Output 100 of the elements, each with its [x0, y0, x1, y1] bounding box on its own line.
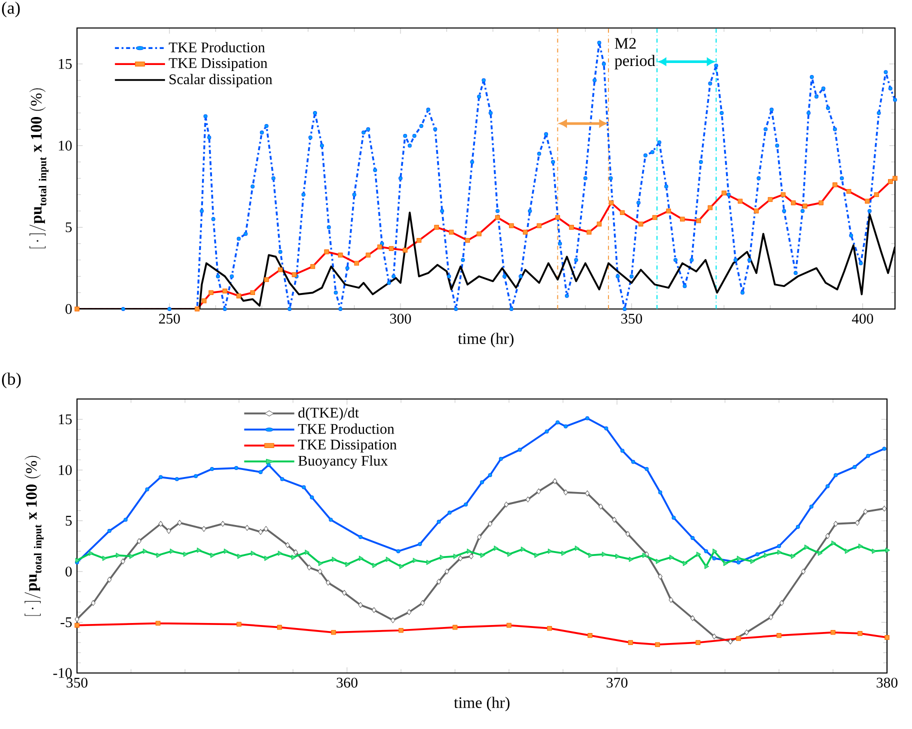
- point: [658, 574, 662, 580]
- point: [779, 600, 784, 606]
- point: [468, 553, 474, 560]
- x-tick-label: 350: [66, 678, 88, 688]
- point: [258, 529, 263, 535]
- point: [556, 420, 560, 424]
- point: [620, 448, 624, 453]
- point: [390, 617, 396, 624]
- x-axis-title: time (hr): [458, 332, 514, 348]
- y-tick-label: 0: [66, 304, 72, 314]
- point: [194, 474, 198, 478]
- point: [658, 490, 662, 494]
- legend-label: Buoyancy Flux: [298, 455, 388, 469]
- point: [863, 508, 868, 515]
- y-tick-label: 15: [58, 59, 72, 69]
- point: [712, 634, 716, 640]
- point: [280, 477, 284, 482]
- y-tick-label: 10: [58, 465, 72, 475]
- point: [396, 549, 400, 554]
- point: [358, 535, 363, 540]
- point: [326, 580, 330, 586]
- x-tick-label: 250: [159, 314, 180, 324]
- x-tick-label: 400: [852, 314, 874, 324]
- point: [310, 495, 314, 500]
- point: [544, 429, 549, 434]
- point: [480, 480, 484, 484]
- point: [418, 542, 422, 546]
- point: [444, 568, 450, 574]
- point: [825, 533, 830, 539]
- point: [318, 568, 322, 574]
- y-tick-label: 15: [58, 414, 72, 424]
- point: [644, 467, 649, 472]
- point: [564, 424, 568, 428]
- y-tick-label: 5: [66, 516, 72, 526]
- point: [755, 552, 760, 556]
- x-axis-title: time (hr): [454, 696, 510, 712]
- chart-title: (a): [2, 2, 20, 18]
- point: [834, 473, 838, 478]
- point: [306, 564, 312, 570]
- legend-label: Scalar dissipation: [170, 74, 272, 88]
- point: [420, 600, 425, 606]
- point: [448, 510, 452, 515]
- y-tick-label: -10: [53, 668, 72, 678]
- point: [563, 489, 568, 496]
- x-tick-label: 300: [390, 314, 411, 324]
- point: [526, 496, 530, 502]
- point: [177, 520, 182, 526]
- point: [826, 484, 830, 488]
- point: [342, 590, 347, 596]
- point: [90, 600, 96, 606]
- y-axis-title: $\mathbf{[\,\cdot\,]/pu}_{\mathbf{total\ input}}\ \mathbf{x\ 100\ (\%)}$: [24, 456, 44, 616]
- x-tick-label: 360: [336, 678, 358, 688]
- point: [158, 475, 163, 480]
- point: [166, 528, 172, 534]
- point: [882, 506, 887, 512]
- point: [145, 487, 150, 492]
- legend-label: TKE Production: [168, 42, 265, 52]
- point: [358, 602, 363, 608]
- point: [210, 467, 214, 472]
- point: [744, 629, 749, 636]
- point: [518, 448, 522, 452]
- point: [74, 616, 80, 622]
- point: [796, 524, 800, 529]
- point: [293, 549, 298, 556]
- point: [107, 576, 112, 583]
- point: [436, 578, 442, 585]
- x-tick-label: 380: [876, 678, 898, 688]
- chart-title: (b): [2, 372, 21, 388]
- x-tick-label: 370: [606, 678, 628, 688]
- point: [244, 524, 250, 531]
- point: [552, 478, 558, 484]
- point: [712, 556, 716, 560]
- y-axis-title: $\mathbf{[\,\cdot\,]/pu}_{\mathbf{total\ input}}\ \mathbf{x\ 100\ (\%)}$: [30, 88, 48, 248]
- point: [598, 504, 604, 510]
- annotation: M2 period: [614, 38, 656, 70]
- point: [852, 464, 857, 469]
- point: [136, 538, 142, 544]
- point: [372, 607, 376, 614]
- point: [174, 477, 179, 482]
- y-tick-label: -5: [60, 617, 72, 628]
- point: [668, 596, 674, 603]
- point: [728, 638, 733, 644]
- point: [604, 426, 608, 430]
- point: [124, 518, 128, 522]
- point: [882, 446, 886, 451]
- point: [777, 544, 782, 548]
- point: [264, 526, 268, 532]
- point: [258, 470, 263, 474]
- legend-label: d(TKE)/dt: [298, 407, 359, 421]
- point: [855, 520, 860, 526]
- point: [458, 555, 463, 562]
- point: [631, 460, 636, 464]
- y-tick-label: 5: [66, 222, 72, 232]
- point: [498, 456, 503, 461]
- point: [488, 520, 492, 527]
- point: [585, 490, 590, 496]
- point: [690, 615, 695, 622]
- point: [672, 516, 676, 520]
- point: [612, 516, 617, 523]
- legend-label: TKE Production: [298, 424, 394, 434]
